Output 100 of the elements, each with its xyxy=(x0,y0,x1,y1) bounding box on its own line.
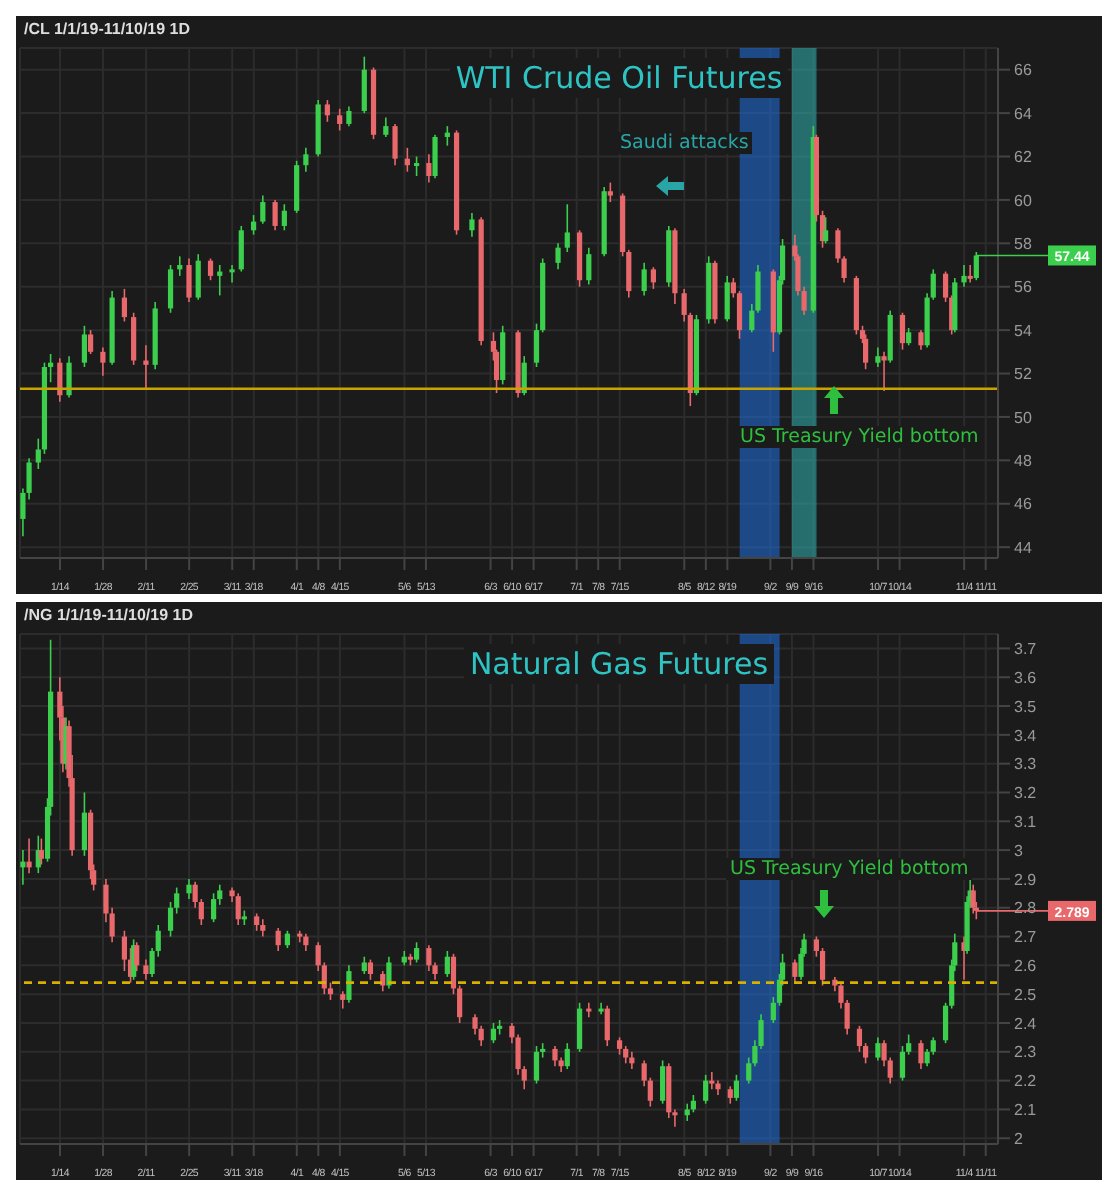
y-tick-label: 50 xyxy=(1014,408,1033,427)
chart-subtitle: /NG 1/1/19-11/10/19 1D xyxy=(24,606,193,624)
y-tick-label: 3.5 xyxy=(1014,697,1038,716)
y-tick-label: 64 xyxy=(1014,104,1033,123)
candlestick xyxy=(432,134,438,180)
y-tick-label: 2.4 xyxy=(1014,1014,1038,1033)
candlestick xyxy=(143,344,149,390)
candlestick xyxy=(490,1022,497,1044)
y-tick-label: 66 xyxy=(1014,61,1033,80)
candlestick xyxy=(275,927,281,952)
y-tick-label: 54 xyxy=(1014,321,1033,340)
candlestick xyxy=(143,958,149,981)
candlestick xyxy=(444,950,450,978)
candlestick xyxy=(881,351,887,392)
y-tick-label: 3.2 xyxy=(1014,784,1038,803)
y-tick-label: 60 xyxy=(1014,191,1033,210)
candlestick xyxy=(576,1002,583,1053)
y-tick-label: 3 xyxy=(1014,841,1024,860)
candlestick xyxy=(875,346,881,368)
candlestick xyxy=(724,275,730,323)
candlestick xyxy=(413,155,420,177)
candlestick xyxy=(875,1036,881,1062)
text: Natural Gas Futures xyxy=(463,644,775,684)
candlestick xyxy=(586,1002,592,1019)
candlestick xyxy=(66,355,72,399)
candlestick xyxy=(703,1074,709,1105)
candlestick xyxy=(564,203,570,253)
candlestick xyxy=(500,324,506,386)
y-tick-label: 3.1 xyxy=(1014,812,1038,831)
candlestick xyxy=(186,878,192,900)
candlestick xyxy=(131,311,137,366)
candlestick xyxy=(361,55,367,114)
candlestick xyxy=(607,181,613,203)
candlestick xyxy=(386,955,392,990)
chart-subtitle: /CL 1/1/19-11/10/19 1D xyxy=(24,20,191,38)
candlestick xyxy=(380,970,386,993)
candlestick xyxy=(87,329,94,355)
candlestick xyxy=(229,264,235,284)
y-tick-label: 52 xyxy=(1014,365,1033,384)
candlestick xyxy=(100,346,106,377)
candlestick xyxy=(533,1045,540,1085)
candlestick xyxy=(823,216,829,245)
y-tick-label: 2.7 xyxy=(1014,928,1038,947)
y-tick-label: 62 xyxy=(1014,148,1033,167)
candlestick xyxy=(650,266,656,290)
candlestick xyxy=(733,1074,740,1102)
candlestick xyxy=(367,958,374,981)
candlestick xyxy=(207,257,214,282)
candlestick xyxy=(967,264,973,284)
candlestick xyxy=(863,333,869,370)
candlestick xyxy=(26,837,32,874)
candlestick xyxy=(272,199,278,232)
candlestick xyxy=(426,944,432,972)
candlestick xyxy=(281,203,287,232)
candlestick xyxy=(576,229,583,288)
candlestick xyxy=(211,892,217,923)
annotation: US Treasury Yield bottom xyxy=(736,426,983,448)
candlestick xyxy=(552,1045,558,1067)
y-tick-label: 48 xyxy=(1014,452,1033,471)
candlestick xyxy=(20,849,26,886)
candlestick xyxy=(604,1004,610,1047)
y-tick-label: 3.6 xyxy=(1014,668,1038,687)
y-tick-label: 2.1 xyxy=(1014,1101,1038,1120)
candlestick xyxy=(952,277,958,334)
candlestick xyxy=(887,309,893,364)
candlestick xyxy=(899,311,906,351)
y-tick-label: 2.5 xyxy=(1014,985,1038,1004)
y-tick-label: 3.4 xyxy=(1014,726,1038,745)
candlestick xyxy=(303,147,309,173)
candlestick xyxy=(346,105,352,127)
candlestick xyxy=(186,257,192,303)
candlestick xyxy=(469,212,475,238)
y-tick-label: 3.7 xyxy=(1014,640,1038,659)
candlestick xyxy=(167,264,174,314)
candlestick xyxy=(121,288,128,323)
candlestick xyxy=(81,791,88,857)
candlestick xyxy=(660,1059,666,1105)
y-tick-label: 2.3 xyxy=(1014,1043,1038,1062)
candlestick xyxy=(383,116,389,138)
y-tick-label: 58 xyxy=(1014,235,1033,253)
y-tick-label: 2 xyxy=(1014,1129,1024,1148)
candlestick xyxy=(260,194,266,225)
candlestick xyxy=(586,246,592,286)
candlestick xyxy=(709,1071,715,1091)
y-tick-label: 3.3 xyxy=(1014,755,1038,774)
candlestick xyxy=(294,160,300,214)
y-tick-label: 2.6 xyxy=(1014,957,1038,976)
candlestick xyxy=(81,324,88,368)
candlestick xyxy=(961,264,967,288)
y-tick-label: 56 xyxy=(1014,278,1033,297)
candlestick xyxy=(413,941,420,964)
candlestick xyxy=(918,1039,924,1070)
y-tick-label: 44 xyxy=(1014,538,1033,557)
candlestick xyxy=(918,329,924,351)
candlestick xyxy=(235,892,241,926)
y-tick-label: 2.9 xyxy=(1014,870,1038,889)
candlestick xyxy=(337,107,343,132)
annotation: US Treasury Yield bottom xyxy=(726,858,973,880)
candlestick xyxy=(346,964,352,1004)
annotation: Saudi attacks xyxy=(616,132,753,154)
